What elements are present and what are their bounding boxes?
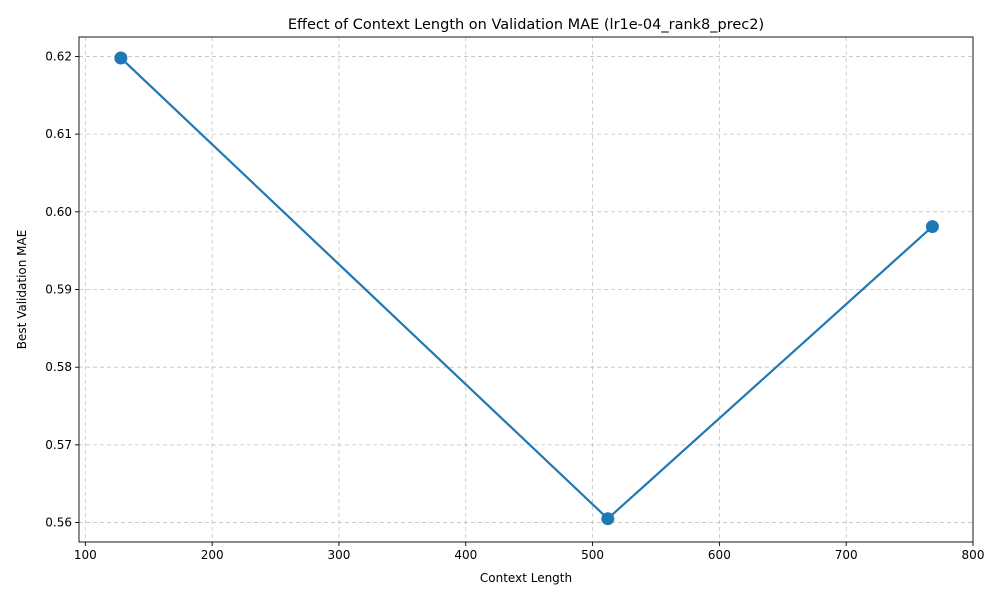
y-tick-label: 0.59 xyxy=(45,283,72,297)
y-tick-label: 0.56 xyxy=(45,516,72,530)
y-tick-label: 0.61 xyxy=(45,127,72,141)
y-tick-label: 0.60 xyxy=(45,205,72,219)
x-tick-label: 200 xyxy=(201,548,224,562)
x-tick-label: 700 xyxy=(835,548,858,562)
data-point xyxy=(114,51,128,65)
x-tick-label: 100 xyxy=(74,548,97,562)
y-tick-label: 0.57 xyxy=(45,438,72,452)
x-tick-label: 500 xyxy=(581,548,604,562)
y-tick-label: 0.58 xyxy=(45,360,72,374)
y-axis-label: Best Validation MAE xyxy=(15,230,29,350)
y-tick-label: 0.62 xyxy=(45,49,72,63)
data-point xyxy=(925,220,939,234)
x-tick-label: 800 xyxy=(962,548,985,562)
x-tick-label: 600 xyxy=(708,548,731,562)
data-point xyxy=(601,512,615,526)
x-tick-label: 400 xyxy=(454,548,477,562)
chart-title: Effect of Context Length on Validation M… xyxy=(288,17,764,33)
ticks: 100 200 300 400 500 600 700 800 0.56 0.57 0.58 0.59… xyxy=(45,49,984,562)
x-tick-label: 300 xyxy=(328,548,351,562)
x-axis-label: Context Length xyxy=(480,571,572,585)
series-layer xyxy=(114,51,939,526)
